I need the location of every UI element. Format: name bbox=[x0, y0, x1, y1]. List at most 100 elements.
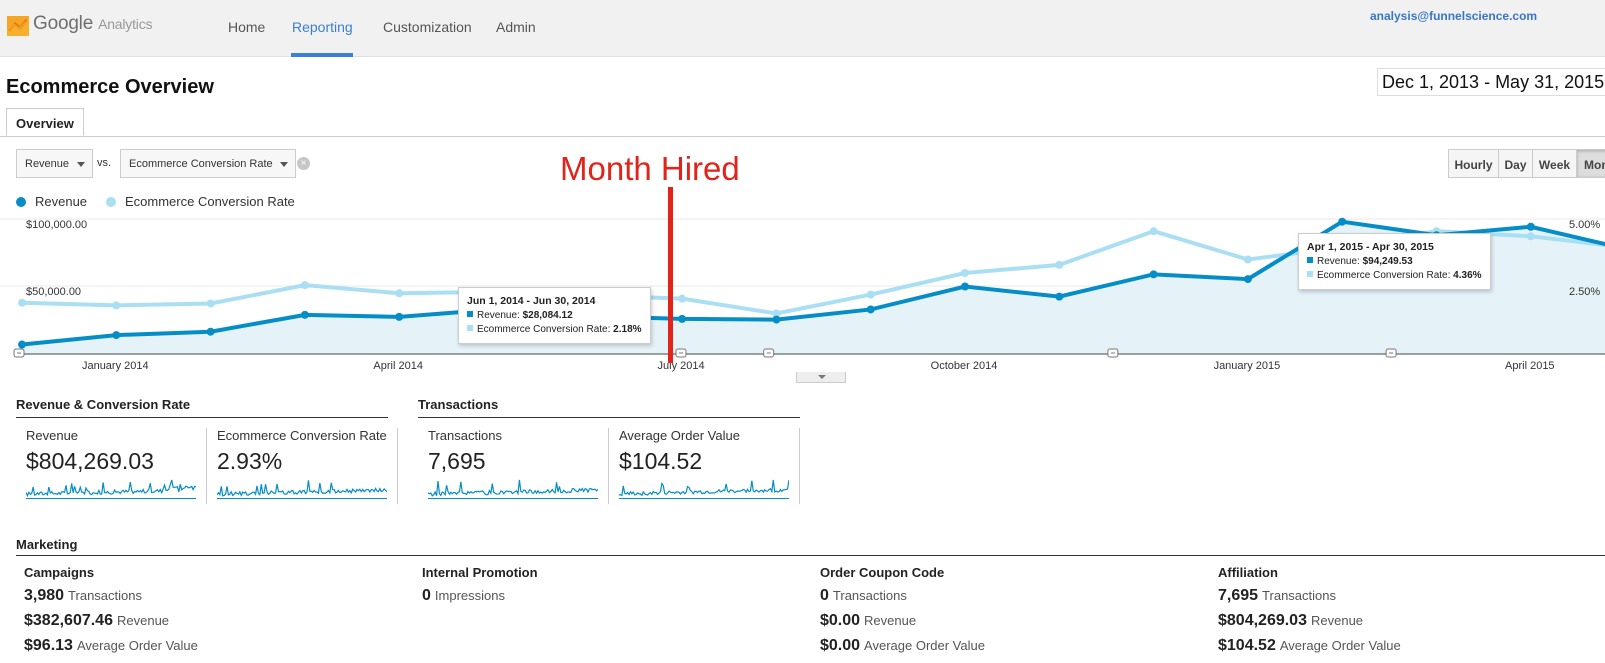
metric-conversion-rate[interactable]: Ecommerce Conversion Rate 2.93% bbox=[217, 428, 387, 504]
metric-value: $804,269.03 bbox=[26, 448, 154, 474]
annotation-note-icon[interactable] bbox=[13, 348, 25, 358]
conversion-rate-point[interactable] bbox=[300, 281, 309, 290]
conversion-rate-point[interactable] bbox=[1055, 260, 1064, 269]
top-bar: Google Analytics Home Reporting Customiza… bbox=[0, 0, 1605, 57]
marketing-column-title[interactable]: Affiliation bbox=[1218, 565, 1278, 580]
month-hired-annotation: Month Hired bbox=[560, 150, 740, 187]
legend-revenue[interactable]: Revenue bbox=[35, 194, 88, 209]
revenue-point[interactable] bbox=[1243, 275, 1252, 284]
conversion-rate-point[interactable] bbox=[206, 299, 215, 308]
revenue-point[interactable] bbox=[1338, 217, 1347, 226]
conversion-rate-point[interactable] bbox=[1243, 255, 1252, 264]
conversion-rate-point[interactable] bbox=[866, 290, 875, 299]
tooltip-revenue-swatch bbox=[1307, 257, 1313, 263]
granularity-day[interactable]: Day bbox=[1498, 149, 1533, 178]
nav-admin[interactable]: Admin bbox=[496, 19, 536, 35]
metric-value: 2.93% bbox=[217, 448, 283, 474]
legend-conversion-swatch bbox=[106, 197, 116, 207]
marketing-value[interactable]: $0.00 bbox=[820, 612, 861, 629]
metric-revenue[interactable]: Revenue $804,269.03 bbox=[26, 428, 196, 504]
marketing-column-title[interactable]: Internal Promotion bbox=[422, 565, 538, 580]
marketing-value[interactable]: $804,269.03 bbox=[1218, 612, 1307, 629]
revenue-point[interactable] bbox=[772, 315, 781, 324]
tooltip-revenue-swatch bbox=[467, 311, 473, 317]
granularity-month[interactable]: Month bbox=[1576, 149, 1605, 178]
marketing-column-title[interactable]: Order Coupon Code bbox=[820, 565, 945, 580]
sparkline-path bbox=[217, 480, 387, 497]
metric1-select-label: Revenue bbox=[25, 158, 70, 170]
tab-overview[interactable]: Overview bbox=[6, 108, 84, 136]
conversion-rate-point[interactable] bbox=[1149, 227, 1158, 236]
annotation-note-icon[interactable] bbox=[1385, 348, 1397, 358]
marketing-title: Marketing bbox=[16, 537, 78, 552]
marketing-value[interactable]: 3,980 bbox=[24, 587, 65, 604]
metric2-select[interactable]: Ecommerce Conversion Rate bbox=[120, 149, 296, 178]
account-email[interactable]: analysis@funnelscience.com bbox=[1370, 9, 1538, 23]
revenue-point[interactable] bbox=[1055, 292, 1064, 301]
conversion-rate-point[interactable] bbox=[1526, 232, 1535, 241]
analytics-logo-icon[interactable] bbox=[7, 16, 29, 36]
nav-home[interactable]: Home bbox=[228, 19, 266, 35]
tooltip-rate-swatch bbox=[467, 325, 473, 331]
marketing-affiliation: Affiliation 7,695 Transactions $804,269.0… bbox=[1218, 565, 1401, 655]
logo-text[interactable]: Google Analytics bbox=[33, 13, 153, 35]
marketing-unit: Revenue bbox=[864, 613, 917, 628]
conversion-rate-point[interactable] bbox=[961, 269, 969, 277]
revenue-point[interactable] bbox=[206, 327, 215, 336]
revenue-point[interactable] bbox=[112, 331, 121, 340]
revenue-point[interactable] bbox=[678, 314, 687, 323]
revenue-point[interactable] bbox=[961, 282, 969, 291]
marketing-unit: Transactions bbox=[832, 588, 907, 603]
tooltip-title: Jun 1, 2014 - Jun 30, 2014 bbox=[467, 295, 596, 307]
marketing-value[interactable]: $382,607.46 bbox=[24, 612, 113, 629]
legend-conversion-rate[interactable]: Ecommerce Conversion Rate bbox=[125, 194, 295, 209]
revenue-point[interactable] bbox=[395, 312, 404, 321]
conversion-rate-point[interactable] bbox=[18, 298, 26, 307]
annotation-note-icon[interactable] bbox=[675, 348, 687, 358]
clear-comparison-icon[interactable]: × bbox=[297, 157, 310, 170]
collapse-chart-toggle[interactable] bbox=[796, 372, 846, 383]
transactions-sparkline bbox=[428, 479, 598, 499]
marketing-unit: Revenue bbox=[1310, 613, 1364, 628]
metric-label: Ecommerce Conversion Rate bbox=[217, 428, 387, 443]
conversion-rate-point[interactable] bbox=[772, 309, 781, 318]
revenue-point[interactable] bbox=[1149, 270, 1158, 279]
marketing-row: 3,980 Transactions bbox=[24, 587, 198, 605]
marketing-divider bbox=[16, 555, 1605, 556]
metric-label: Revenue bbox=[26, 428, 79, 443]
revenue-point[interactable] bbox=[18, 340, 26, 349]
conversion-rate-point[interactable] bbox=[395, 289, 404, 298]
y-right-tick-top: 5.00% bbox=[1569, 219, 1600, 231]
conversion-rate-point[interactable] bbox=[112, 301, 121, 310]
x-tick-label: January 2015 bbox=[1214, 360, 1281, 372]
metric1-select[interactable]: Revenue bbox=[16, 149, 93, 178]
date-range-picker[interactable]: Dec 1, 2013 - May 31, 2015 bbox=[1377, 68, 1605, 96]
marketing-value[interactable]: $104.52 bbox=[1218, 637, 1276, 654]
metric-average-order-value[interactable]: Average Order Value $104.52 bbox=[619, 428, 789, 504]
legend-revenue-swatch bbox=[16, 197, 26, 207]
tooltip-revenue-value: $28,084.12 bbox=[522, 310, 573, 321]
revenue-point[interactable] bbox=[866, 305, 875, 314]
annotation-note-icon[interactable] bbox=[1107, 348, 1119, 358]
x-tick-label: October 2014 bbox=[931, 360, 998, 372]
marketing-row: $104.52 Average Order Value bbox=[1218, 637, 1401, 655]
granularity-week[interactable]: Week bbox=[1532, 149, 1577, 178]
annotation-note-icon[interactable] bbox=[763, 348, 775, 358]
granularity-hourly[interactable]: Hourly bbox=[1448, 149, 1499, 178]
marketing-value[interactable]: 0 bbox=[422, 587, 431, 604]
nav-customization[interactable]: Customization bbox=[383, 19, 472, 35]
metric-transactions[interactable]: Transactions 7,695 bbox=[428, 428, 598, 504]
conversion-rate-sparkline bbox=[217, 480, 387, 499]
marketing-value[interactable]: $96.13 bbox=[24, 637, 73, 654]
marketing-value[interactable]: 0 bbox=[820, 587, 829, 604]
marketing-value[interactable]: $0.00 bbox=[820, 637, 861, 654]
metric-divider bbox=[206, 428, 207, 504]
conversion-rate-point[interactable] bbox=[678, 294, 687, 303]
chevron-down-icon bbox=[280, 162, 288, 167]
revenue-point[interactable] bbox=[1526, 222, 1535, 231]
revenue-point[interactable] bbox=[300, 310, 309, 319]
marketing-column-title[interactable]: Campaigns bbox=[24, 565, 95, 580]
section-revenue-conversion-title: Revenue & Conversion Rate bbox=[16, 397, 388, 418]
marketing-value[interactable]: 7,695 bbox=[1218, 587, 1259, 604]
nav-reporting[interactable]: Reporting bbox=[292, 19, 353, 35]
